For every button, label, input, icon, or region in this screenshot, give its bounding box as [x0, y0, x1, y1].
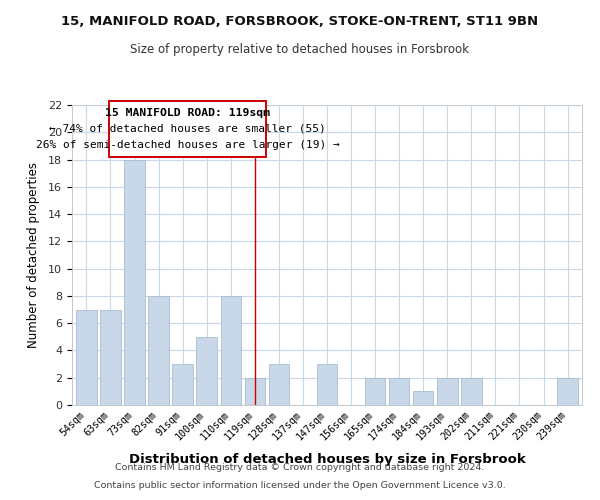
Bar — [76, 310, 97, 405]
Bar — [124, 160, 145, 405]
Text: 15, MANIFOLD ROAD, FORSBROOK, STOKE-ON-TRENT, ST11 9BN: 15, MANIFOLD ROAD, FORSBROOK, STOKE-ON-T… — [61, 15, 539, 28]
Bar — [245, 378, 265, 405]
Text: Contains public sector information licensed under the Open Government Licence v3: Contains public sector information licen… — [94, 481, 506, 490]
Bar — [413, 392, 433, 405]
Text: Contains HM Land Registry data © Crown copyright and database right 2024.: Contains HM Land Registry data © Crown c… — [115, 464, 485, 472]
Text: Size of property relative to detached houses in Forsbrook: Size of property relative to detached ho… — [131, 42, 470, 56]
Text: 26% of semi-detached houses are larger (19) →: 26% of semi-detached houses are larger (… — [35, 140, 340, 149]
Bar — [365, 378, 385, 405]
Bar — [148, 296, 169, 405]
Text: ← 74% of detached houses are smaller (55): ← 74% of detached houses are smaller (55… — [49, 124, 326, 134]
Bar — [100, 310, 121, 405]
Bar — [557, 378, 578, 405]
Bar — [437, 378, 458, 405]
Y-axis label: Number of detached properties: Number of detached properties — [26, 162, 40, 348]
Bar — [389, 378, 409, 405]
Bar — [221, 296, 241, 405]
Text: 15 MANIFOLD ROAD: 119sqm: 15 MANIFOLD ROAD: 119sqm — [105, 108, 270, 118]
Bar — [172, 364, 193, 405]
Bar — [269, 364, 289, 405]
Bar — [196, 337, 217, 405]
Bar — [317, 364, 337, 405]
FancyBboxPatch shape — [109, 101, 266, 157]
X-axis label: Distribution of detached houses by size in Forsbrook: Distribution of detached houses by size … — [128, 454, 526, 466]
Bar — [461, 378, 482, 405]
